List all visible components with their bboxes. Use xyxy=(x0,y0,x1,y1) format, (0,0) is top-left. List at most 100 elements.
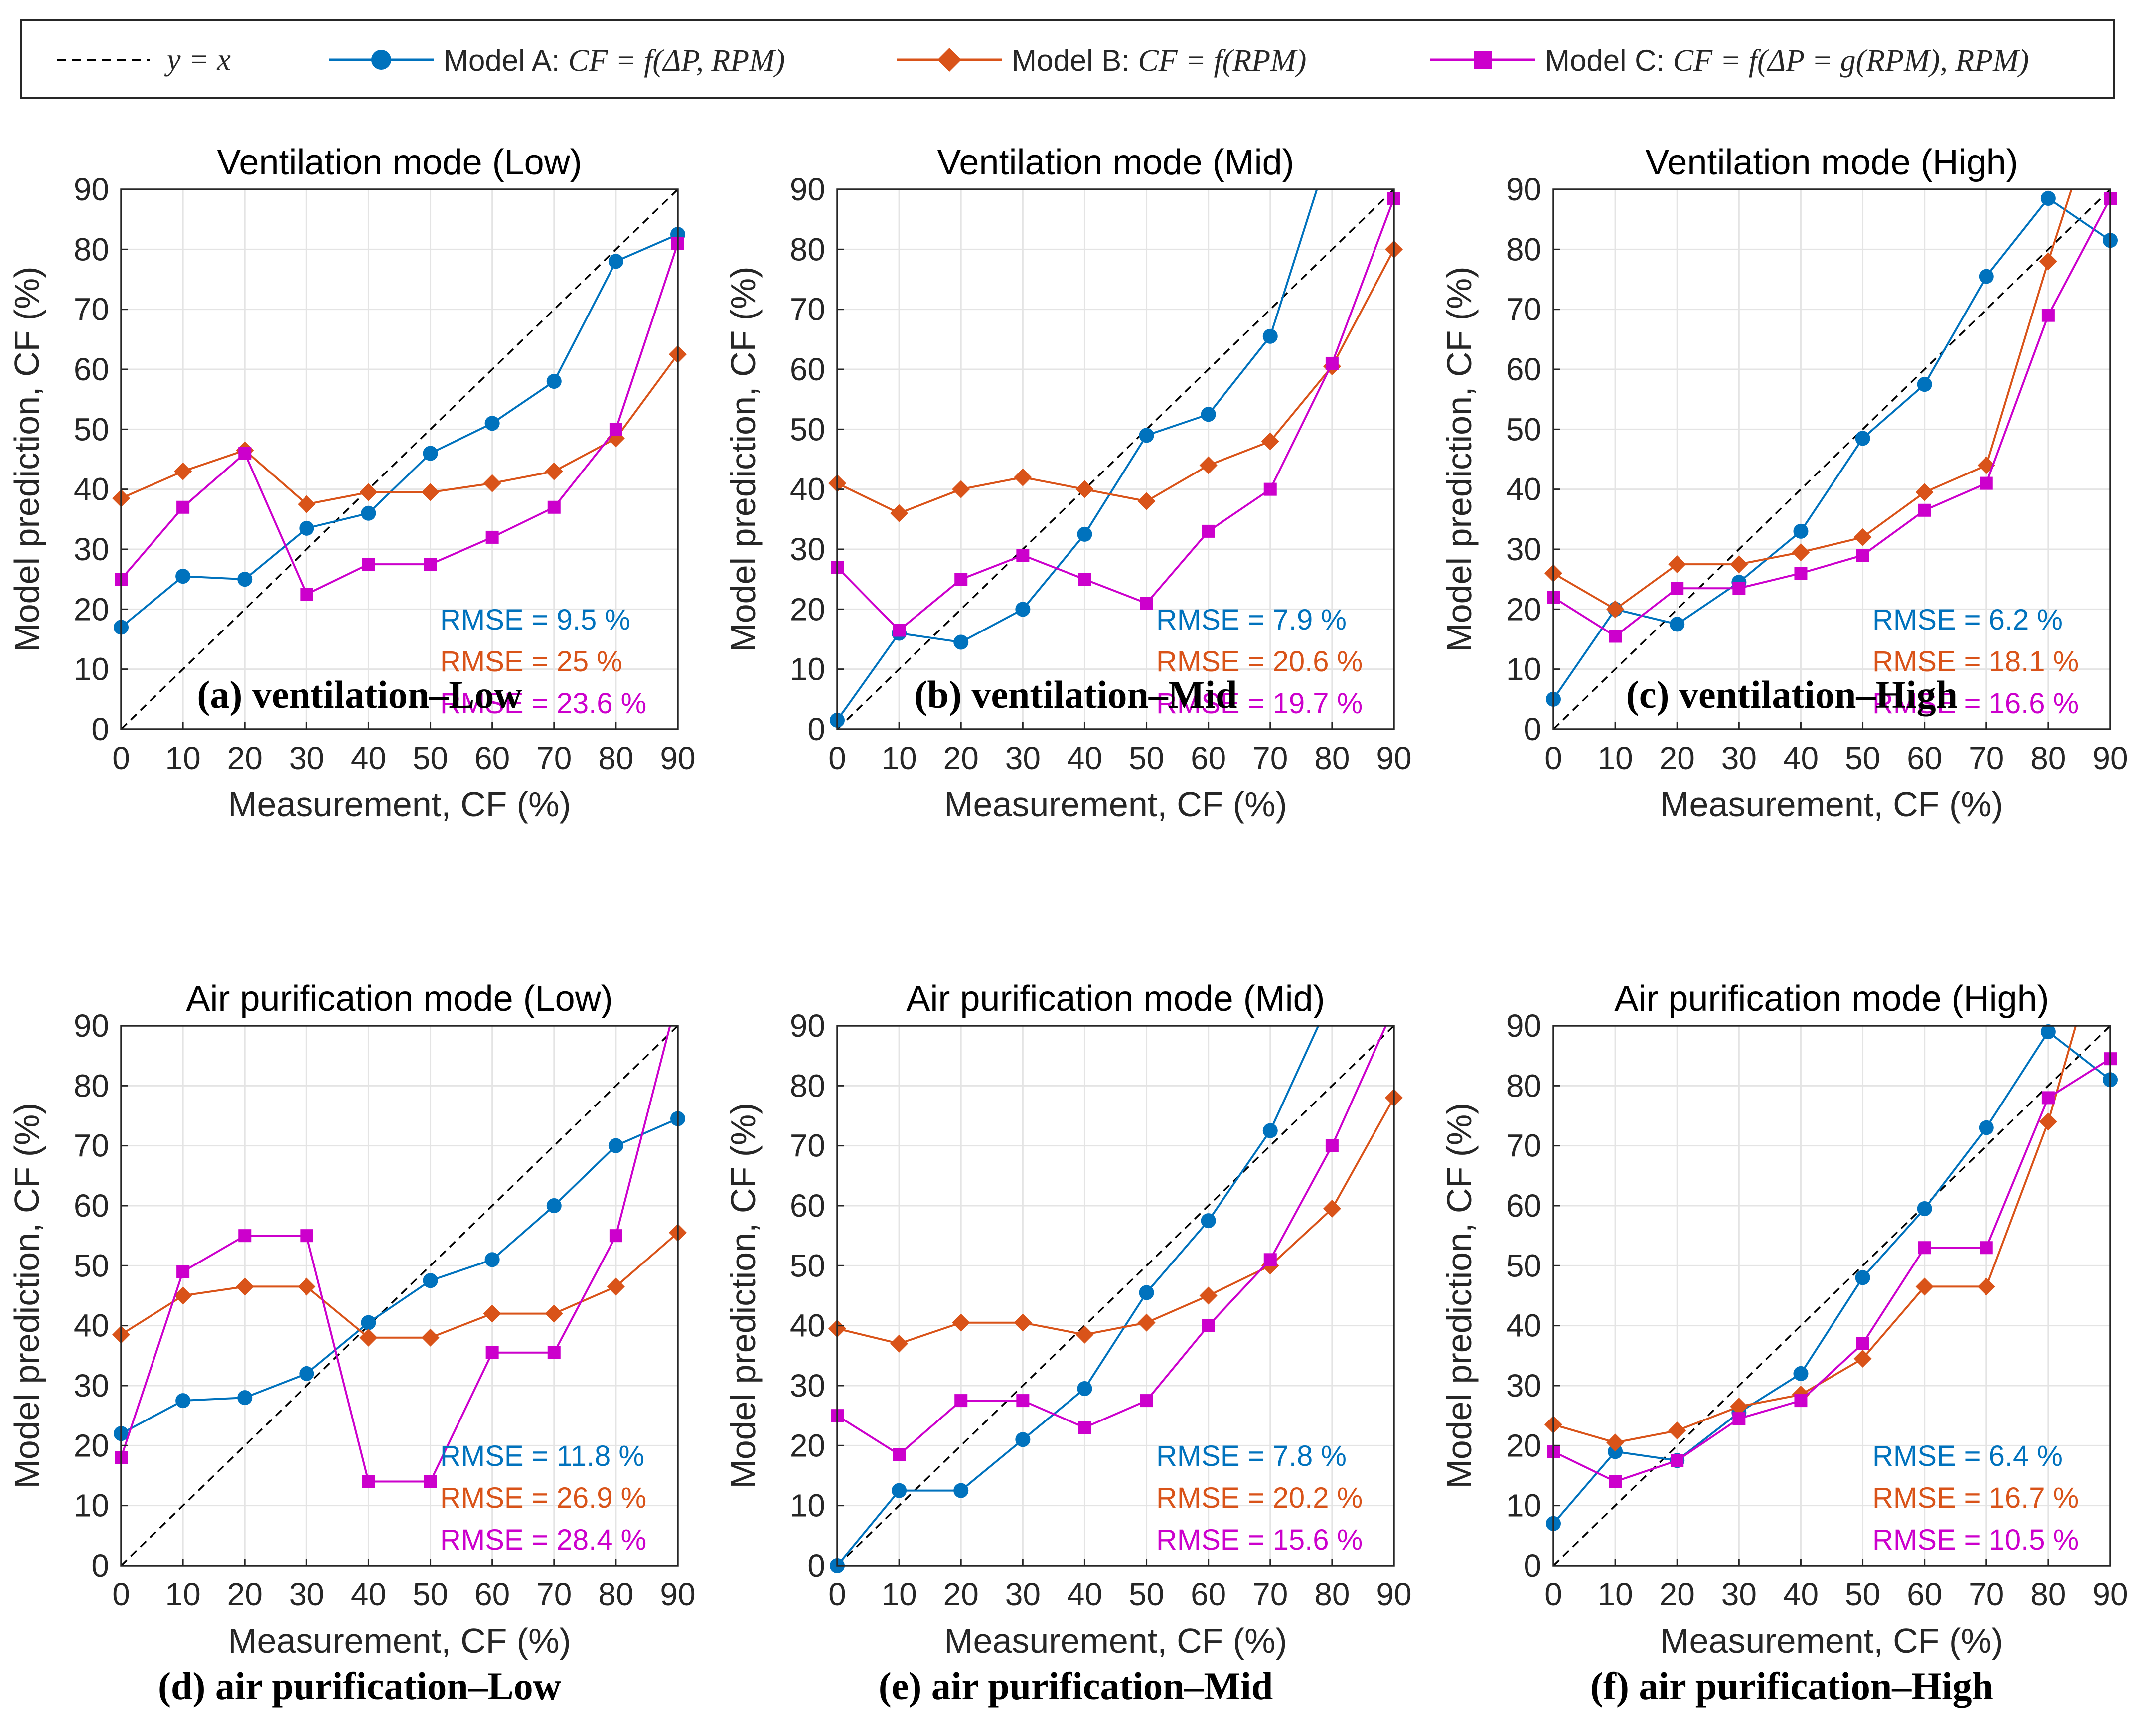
y-tick-label: 20 xyxy=(790,1427,825,1463)
data-point-model-a xyxy=(546,1198,562,1213)
panel-4: 00 10 10 20 20 30 30 40 40 50 50 60 60 70 70 80 80 90 90 Me… xyxy=(7,979,696,1708)
data-point-model-a xyxy=(1139,1285,1154,1300)
data-point-model-b xyxy=(2039,252,2057,271)
data-point-model-a xyxy=(484,416,500,431)
data-point-model-b xyxy=(545,462,563,480)
series-line-model-a xyxy=(121,1117,678,1435)
data-point-model-c xyxy=(1671,1454,1684,1467)
data-point-model-a xyxy=(237,572,253,587)
data-point-model-c xyxy=(954,1394,968,1408)
y-tick-label: 0 xyxy=(91,1548,109,1583)
panel-3: 00 10 10 20 20 30 30 40 40 50 50 60 60 70 70 80 80 90 90 Me… xyxy=(1440,143,2128,824)
x-axis-label: Measurement, CF (%) xyxy=(228,785,571,824)
data-point-model-c xyxy=(954,573,968,586)
x-tick-label: 30 xyxy=(1005,740,1041,776)
series-line-model-a xyxy=(837,1026,1320,1566)
reference-line-y-eq-x xyxy=(121,1026,678,1566)
x-tick-label: 20 xyxy=(943,1577,979,1612)
y-tick-label: 30 xyxy=(74,531,109,567)
series-line-model-b xyxy=(1553,1026,2077,1444)
x-axis-label: Measurement, CF (%) xyxy=(228,1621,571,1660)
data-point-model-c xyxy=(238,1229,252,1243)
data-point-model-b xyxy=(1606,600,1625,619)
data-point-model-c xyxy=(485,1346,499,1359)
series-line-model-c xyxy=(121,243,678,596)
rmse-model-b: RMSE = 18.1 % xyxy=(1872,645,2079,678)
y-tick-label: 70 xyxy=(74,1128,109,1164)
caption-text: ventilation–High xyxy=(1670,673,1958,716)
x-tick-label: 60 xyxy=(1191,740,1226,776)
x-tick-label: 20 xyxy=(227,740,263,776)
x-tick-label: 70 xyxy=(536,740,572,776)
series-line-model-a xyxy=(1553,1030,2110,1525)
data-point-model-c xyxy=(1140,1394,1153,1408)
x-tick-label: 50 xyxy=(1845,740,1880,776)
data-point-model-b xyxy=(1199,1286,1218,1305)
series-line-model-b xyxy=(837,249,1394,514)
panel-caption: (c) ventilation–High xyxy=(1626,673,1958,716)
data-point-model-c xyxy=(1609,630,1622,643)
series-line-model-a xyxy=(121,233,678,628)
data-point-model-c xyxy=(176,1265,190,1278)
data-point-model-c xyxy=(1794,1394,1808,1408)
y-tick-label: 40 xyxy=(1506,1308,1541,1344)
data-point-model-b xyxy=(1730,1398,1748,1416)
caption-text: ventilation–Mid xyxy=(962,673,1237,716)
x-tick-label: 80 xyxy=(1314,740,1350,776)
rmse-model-c: RMSE = 15.6 % xyxy=(1156,1524,1363,1556)
data-point-model-b xyxy=(359,1328,378,1347)
data-point-model-b xyxy=(174,462,192,480)
rmse-model-a: RMSE = 9.5 % xyxy=(440,604,630,636)
y-tick-label: 20 xyxy=(790,591,825,627)
y-tick-label: 10 xyxy=(1506,651,1541,687)
data-point-model-a xyxy=(361,505,376,521)
series-line-model-c xyxy=(1553,198,2110,637)
data-point-model-c xyxy=(547,1346,561,1359)
y-tick-label: 50 xyxy=(74,1248,109,1283)
y-tick-label: 20 xyxy=(74,591,109,627)
data-point-model-c xyxy=(609,423,622,436)
data-point-model-a xyxy=(1262,1123,1278,1138)
y-axis-label: Model prediction, CF (%) xyxy=(1440,266,1479,652)
data-point-model-a xyxy=(237,1390,253,1406)
y-tick-label: 70 xyxy=(1506,1128,1541,1164)
x-axis-label: Measurement, CF (%) xyxy=(1660,1621,2003,1660)
data-point-model-b xyxy=(952,1313,970,1332)
data-point-model-b xyxy=(1075,480,1094,498)
y-axis-label: Model prediction, CF (%) xyxy=(724,1103,763,1488)
rmse-model-b: RMSE = 16.7 % xyxy=(1872,1482,2079,1514)
x-tick-label: 10 xyxy=(1598,1577,1633,1612)
x-tick-label: 90 xyxy=(2092,740,2128,776)
x-tick-label: 70 xyxy=(1969,1577,2004,1612)
reference-line-y-eq-x xyxy=(837,1026,1394,1566)
legend-a-marker xyxy=(371,50,391,70)
data-point-model-a xyxy=(1855,431,1870,446)
reference-line-y-eq-x xyxy=(121,189,678,729)
x-tick-label: 40 xyxy=(351,1577,386,1612)
panel-5: 00 10 10 20 20 30 30 40 40 50 50 60 60 70 70 80 80 90 90 Me… xyxy=(724,979,1412,1708)
caption-letter: (f) xyxy=(1590,1664,1629,1708)
x-tick-label: 40 xyxy=(1067,1577,1102,1612)
data-point-model-a xyxy=(1077,526,1092,542)
x-tick-label: 90 xyxy=(660,740,695,776)
y-tick-label: 90 xyxy=(1506,1008,1541,1044)
y-tick-label: 30 xyxy=(74,1368,109,1404)
series-line-model-c xyxy=(837,198,1394,632)
data-point-model-c xyxy=(1671,582,1684,595)
data-point-model-b xyxy=(1730,555,1748,574)
x-tick-label: 80 xyxy=(1314,1577,1350,1612)
series-line-model-b xyxy=(121,1232,678,1339)
rmse-model-b: RMSE = 26.9 % xyxy=(440,1482,646,1514)
data-point-model-c xyxy=(238,447,252,460)
rmse-model-c: RMSE = 10.5 % xyxy=(1872,1524,2079,1556)
y-tick-label: 30 xyxy=(790,1368,825,1404)
y-tick-label: 60 xyxy=(1506,351,1541,387)
data-point-model-c xyxy=(1794,567,1808,580)
plot-frame xyxy=(120,188,679,730)
y-tick-label: 50 xyxy=(1506,1248,1541,1283)
y-tick-label: 50 xyxy=(1506,411,1541,447)
panel-title: Air purification mode (Mid) xyxy=(906,979,1325,1019)
x-tick-label: 80 xyxy=(2030,1577,2066,1612)
y-tick-label: 80 xyxy=(74,1068,109,1104)
panel-caption: (f) air purification–High xyxy=(1590,1664,1993,1708)
